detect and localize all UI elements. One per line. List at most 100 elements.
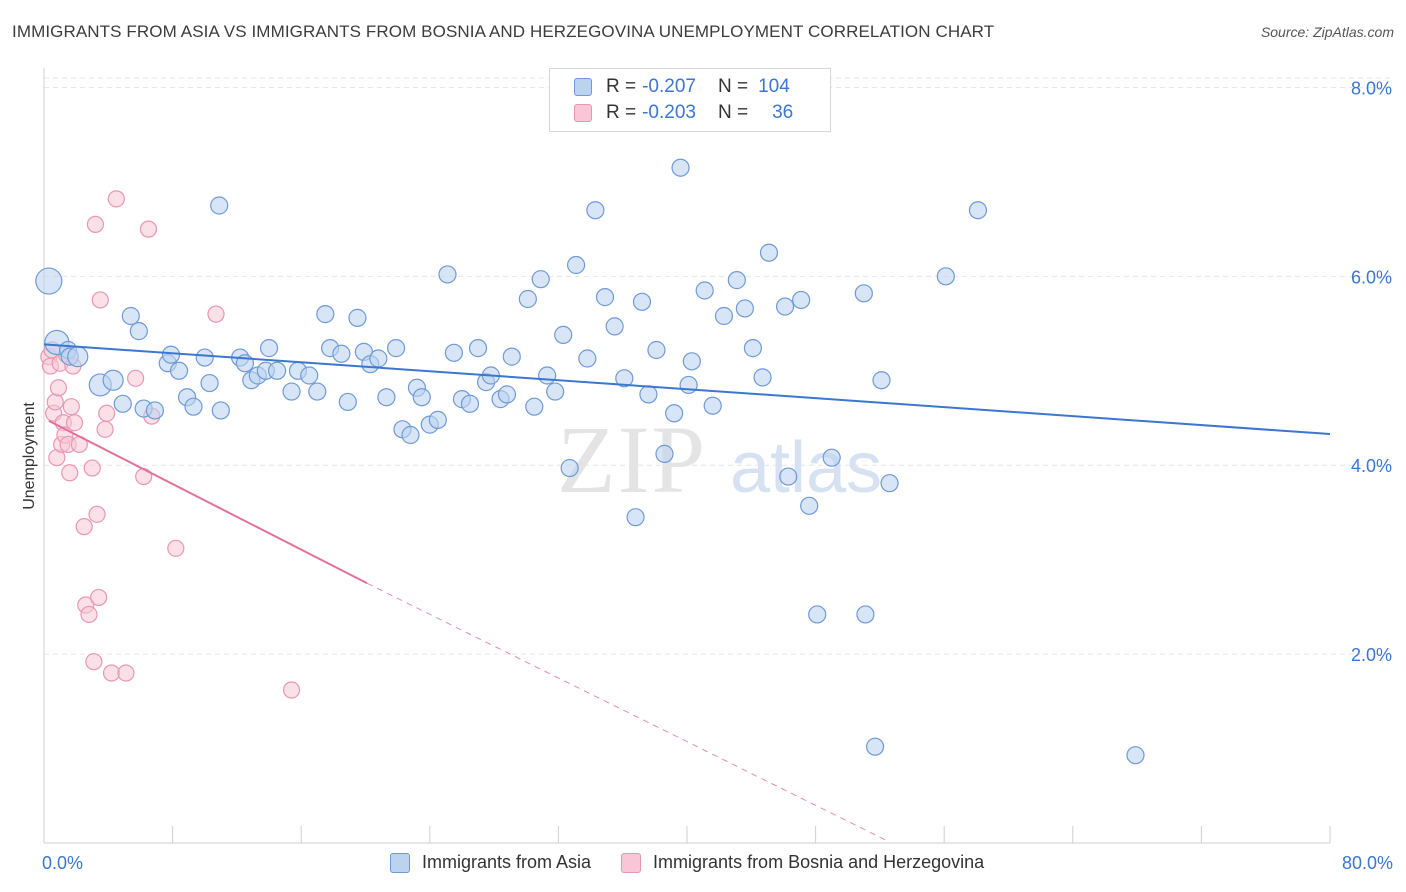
y-tick-label: 8.0% (1351, 78, 1392, 98)
legend-item-asia: Immigrants from Asia (390, 852, 591, 873)
bosnia-point (90, 588, 108, 607)
tick-labels: 2.0% 4.0% 6.0% 8.0% 0.0% 80.0% (42, 78, 1393, 873)
legend-n-value: 104 (758, 76, 790, 97)
asia-point (560, 458, 579, 478)
asia-point (35, 267, 63, 295)
source-note: Source: ZipAtlas.com (1260, 24, 1394, 40)
asia-point (792, 290, 811, 310)
legend-swatch-bosnia (621, 852, 642, 873)
asia-point (210, 196, 229, 215)
bosnia-point (282, 681, 301, 699)
asia-point (113, 394, 132, 413)
x-tick-label-min: 0.0% (42, 853, 83, 873)
asia-point (968, 201, 988, 220)
asia-point (377, 388, 396, 407)
bosnia-point (75, 518, 93, 536)
asia-point (282, 382, 301, 401)
asia-point (102, 369, 124, 391)
bosnia-point (80, 605, 98, 624)
watermark: ZIP atlas (557, 406, 882, 513)
asia-point (502, 347, 521, 366)
legend-label-asia: Immigrants from Asia (422, 852, 592, 872)
bosnia-point (86, 215, 105, 233)
series-bosnia-points (40, 190, 301, 699)
asia-point (518, 289, 537, 309)
asia-point (822, 448, 841, 467)
legend-r-value: -0.207 (642, 76, 696, 97)
asia-point (595, 288, 615, 307)
asia-point (872, 371, 891, 390)
bosnia-point (91, 291, 109, 309)
legend-n-label: N = (717, 76, 749, 97)
legend-r-label: R = (606, 76, 637, 97)
x-tick-label-max: 80.0% (1342, 853, 1393, 873)
asia-point (578, 349, 597, 368)
legend-swatch-asia (390, 852, 410, 873)
asia-point (775, 297, 795, 316)
asia-point (412, 388, 431, 407)
asia-point (936, 267, 955, 286)
asia-point (460, 394, 480, 413)
asia-point (679, 375, 698, 395)
legend-r-label: R = (606, 102, 637, 123)
series-legend: Immigrants from Asia Immigrants from Bos… (390, 852, 1014, 873)
legend-swatch-asia (574, 78, 592, 96)
bosnia-point (135, 467, 153, 486)
asia-point (386, 339, 406, 358)
bosnia-point (61, 464, 79, 482)
watermark-atlas: atlas (730, 428, 882, 508)
legend-row-asia: R = -0.207 N = 104 (574, 74, 790, 100)
bosnia-point (207, 305, 225, 323)
asia-point (129, 322, 148, 341)
asia-point (369, 349, 388, 368)
asia-point (401, 425, 420, 445)
asia-point (67, 346, 89, 368)
bosnia-point (139, 220, 158, 238)
asia-point (808, 605, 827, 624)
asia-trendline (43, 343, 1331, 436)
series-asia-points (35, 158, 1145, 765)
asia-point (753, 368, 772, 387)
legend-item-bosnia: Immigrants from Bosnia and Herzegovina (621, 852, 984, 873)
asia-point (267, 361, 287, 380)
bosnia-point (85, 653, 103, 671)
asia-point (259, 339, 279, 358)
asia-point (566, 255, 586, 275)
asia-point (682, 352, 701, 371)
asia-point (121, 306, 140, 326)
asia-point (468, 339, 488, 358)
asia-point (714, 306, 734, 326)
watermark-zip: ZIP (557, 406, 707, 513)
bosnia-trendline-extension (366, 582, 889, 842)
bosnia-point (96, 420, 114, 438)
bosnia-point (127, 369, 145, 387)
legend-label-bosnia: Immigrants from Bosnia and Herzegovina (653, 852, 985, 872)
asia-point (348, 308, 367, 327)
chart-title: IMMIGRANTS FROM ASIA VS IMMIGRANTS FROM … (12, 22, 995, 41)
asia-point (615, 369, 634, 388)
asia-point (438, 265, 457, 284)
asia-point (332, 344, 351, 363)
asia-point (655, 444, 674, 463)
bosnia-point (117, 664, 135, 682)
legend-n-label: N = (717, 102, 749, 123)
asia-point (554, 325, 573, 344)
bosnia-point (65, 414, 84, 432)
trend-lines (43, 343, 1331, 842)
asia-point (586, 201, 605, 220)
asia-point (665, 404, 684, 423)
legend-r-value: -0.203 (642, 102, 696, 123)
asia-point (145, 401, 165, 420)
asia-point (626, 508, 645, 527)
bosnia-trendline (48, 419, 368, 585)
asia-point (759, 243, 779, 262)
asia-point (531, 270, 550, 289)
y-tick-label: 6.0% (1351, 267, 1392, 287)
asia-point (161, 345, 181, 364)
asia-point (195, 348, 214, 367)
asia-point (300, 366, 319, 385)
bosnia-point (46, 393, 64, 411)
asia-point (856, 605, 875, 624)
asia-point (671, 158, 690, 177)
